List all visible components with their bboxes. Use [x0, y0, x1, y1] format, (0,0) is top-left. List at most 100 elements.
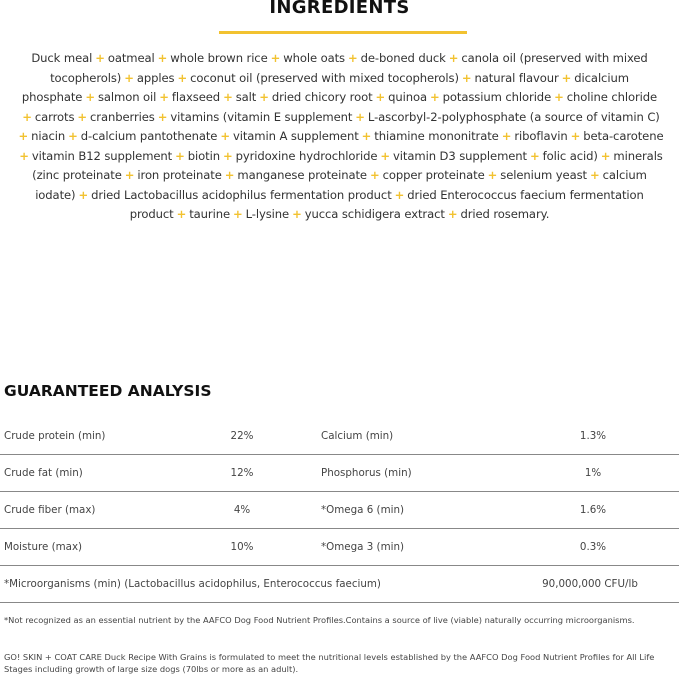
plus-separator-icon: + [259, 90, 269, 104]
ingredients-line: tocopherols) + apples + coconut oil (preserv… [0, 69, 679, 89]
guaranteed-analysis-table: Crude protein (min) 22% Calcium (min) 1.… [0, 418, 679, 603]
plus-separator-icon: + [530, 148, 540, 163]
ingredients-line: product + taurine + L-lysine + yucca schidiger… [0, 205, 679, 225]
plus-separator-icon: + [223, 90, 233, 104]
nutrient-label: Crude protein (min) [4, 430, 106, 442]
plus-separator-icon: + [85, 90, 95, 104]
plus-separator-icon: + [222, 148, 233, 163]
ingredient-item: vitamin D3 supplement [393, 148, 527, 163]
table-row: Crude protein (min) 22% Calcium (min) 1.… [0, 418, 679, 455]
ingredient-item: minerals [613, 148, 663, 163]
nutrient-value: 1.3% [579, 430, 607, 442]
ingredient-item: thiamine mononitrate [374, 129, 499, 143]
ingredient-item: quinoa [388, 90, 428, 104]
ingredient-item: dicalcium [574, 70, 629, 85]
ingredient-item: vitamin B12 supplement [31, 148, 173, 163]
ingredient-item: folic acid) [542, 148, 598, 163]
nutrient-value: 1% [584, 467, 602, 479]
aafco-statement: GO! SKIN + COAT CARE Duck Recipe With Gr… [4, 652, 655, 674]
plus-separator-icon: + [95, 51, 105, 65]
ingredient-item: vitamin A supplement [232, 129, 359, 143]
ingredient-item: de-boned duck [360, 51, 446, 65]
ingredient-item: beta-carotene [583, 129, 664, 143]
table-row-microorganisms: *Microorganisms (min) (Lactobacillus aci… [0, 566, 679, 603]
nutrient-label: Crude fat (min) [4, 467, 83, 479]
ingredient-item: d-calcium pantothenate [80, 129, 218, 143]
plus-separator-icon: + [175, 148, 185, 163]
plus-separator-icon: + [159, 90, 169, 104]
ingredient-item: product [129, 207, 174, 221]
ingredient-item: riboflavin [514, 129, 568, 143]
ingredient-item: flaxseed [171, 90, 221, 104]
ingredient-item: niacin [31, 129, 66, 143]
ingredient-item: biotin [187, 148, 220, 163]
ingredient-item: Duck meal [31, 51, 93, 65]
ingredient-item: taurine [189, 207, 230, 221]
ingredient-item: whole oats [283, 51, 345, 65]
ingredient-item: potassium chloride [442, 90, 552, 104]
ingredients-line: phosphate + salmon oil + flaxseed + salt + dried… [0, 88, 679, 108]
ingredient-item: salmon oil [97, 90, 157, 104]
ingredient-item: dried chicory root [271, 90, 373, 104]
plus-separator-icon: + [430, 90, 440, 104]
ingredient-item: dried Enterococcus faecium fermentation [407, 187, 644, 202]
plus-separator-icon: + [448, 51, 459, 65]
guaranteed-analysis-title: GUARANTEED ANALYSIS [4, 382, 212, 400]
nutrient-label: *Omega 3 (min) [321, 541, 405, 553]
ingredient-item: carrots [34, 109, 75, 124]
plus-separator-icon: + [292, 207, 302, 221]
plus-separator-icon: + [487, 168, 498, 182]
ingredient-item: choline chloride [566, 90, 658, 104]
ingredients-list: Duck meal + oatmeal + whole brown rice + whole… [0, 49, 679, 225]
plus-separator-icon: + [361, 129, 372, 143]
plus-separator-icon: + [380, 148, 391, 163]
ingredient-item: L-ascorbyl-2-polyphosphate (a source of … [367, 109, 660, 124]
plus-separator-icon: + [177, 70, 188, 85]
ingredient-item: whole brown rice [170, 51, 268, 65]
plus-separator-icon: + [124, 70, 134, 85]
ingredient-item: copper proteinate [382, 168, 485, 182]
nutrient-label: *Omega 6 (min) [321, 504, 405, 516]
plus-separator-icon: + [124, 168, 135, 182]
ingredient-item: dried rosemary. [460, 207, 550, 221]
plus-separator-icon: + [501, 129, 512, 143]
table-row: Moisture (max) 10% *Omega 3 (min) 0.3% [0, 529, 679, 566]
nutrient-value: 4% [233, 504, 251, 516]
ingredient-item: oatmeal [107, 51, 155, 65]
ingredients-line: + carrots + cranberries + vitamins (vitamin E… [0, 108, 679, 128]
table-row: Crude fiber (max) 4% *Omega 6 (min) 1.6% [0, 492, 679, 529]
ingredient-item: selenium yeast [500, 168, 587, 182]
nutrient-value: 10% [230, 541, 254, 553]
plus-separator-icon: + [600, 148, 611, 163]
plus-separator-icon: + [270, 51, 281, 65]
plus-separator-icon: + [68, 129, 78, 143]
ingredient-item: L-lysine [245, 207, 290, 221]
title-underline [219, 31, 467, 34]
ingredient-item: pyridoxine hydrochloride [235, 148, 378, 163]
ingredients-line: Duck meal + oatmeal + whole brown rice + whole… [0, 49, 679, 69]
nutrient-value: 90,000,000 CFU/lb [542, 578, 638, 590]
plus-separator-icon: + [589, 168, 600, 182]
plus-separator-icon: + [375, 90, 386, 104]
plus-separator-icon: + [18, 129, 29, 143]
plus-separator-icon: + [220, 129, 230, 143]
plus-separator-icon: + [19, 148, 29, 163]
ingredient-item: (zinc proteinate [32, 168, 122, 182]
footnote: *Not recognized as an essential nutrient… [4, 615, 635, 625]
nutrient-value: 0.3% [579, 541, 607, 553]
ingredients-line: + niacin + d-calcium pantothenate + vitamin A… [0, 127, 679, 147]
ingredient-item: iodate) [35, 187, 76, 202]
ingredient-item: calcium [602, 168, 647, 182]
nutrient-label: Calcium (min) [321, 430, 394, 442]
ingredient-item: yucca schidigera extract [304, 207, 445, 221]
ingredients-line: iodate) + dried Lactobacillus acidophilus … [0, 186, 679, 206]
table-row: Crude fat (min) 12% Phosphorus (min) 1% [0, 455, 679, 492]
ingredient-item: natural flavour [474, 70, 559, 85]
plus-separator-icon: + [157, 51, 168, 65]
plus-separator-icon: + [157, 109, 168, 124]
ingredient-item: dried Lactobacillus acidophilus fermenta… [91, 187, 392, 202]
ingredient-item: tocopherols) [50, 70, 122, 85]
ingredient-item: apples [136, 70, 175, 85]
plus-separator-icon: + [554, 90, 564, 104]
plus-separator-icon: + [348, 51, 358, 65]
